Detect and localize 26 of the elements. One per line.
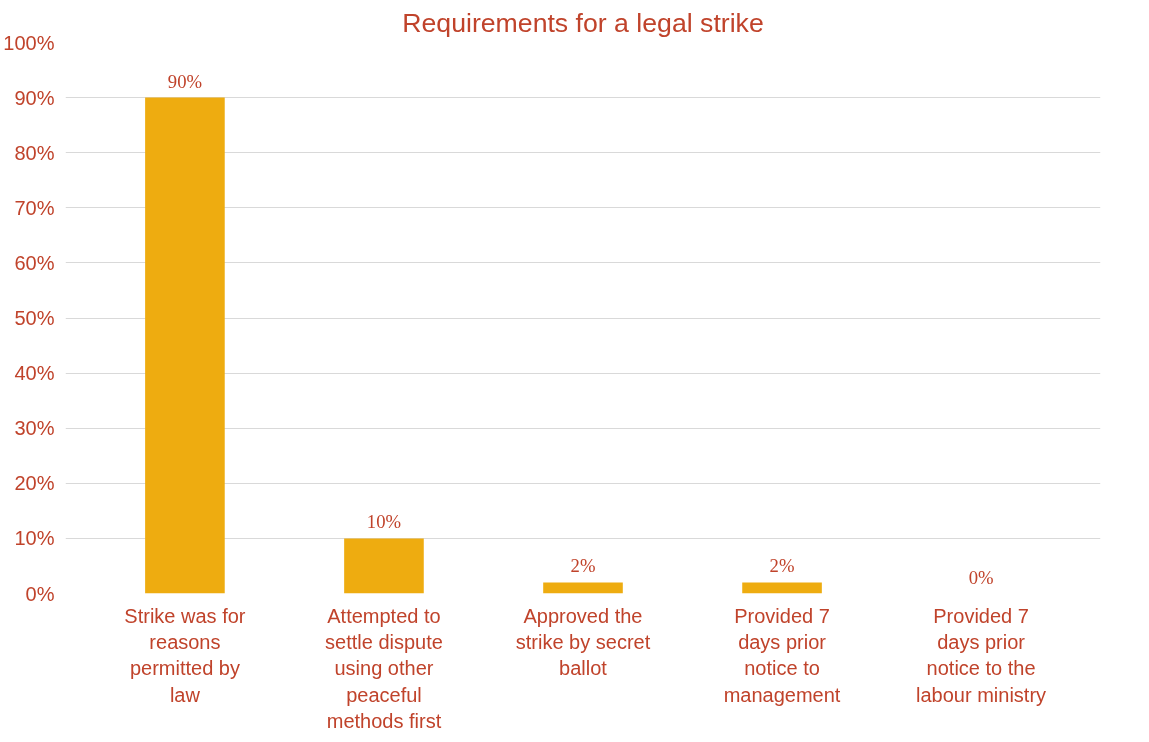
y-tick-label: 10% <box>14 527 55 550</box>
y-tick-label: 30% <box>14 417 55 440</box>
bar <box>543 582 623 594</box>
bar <box>145 97 225 594</box>
x-tick-label: Approved the strike by secret ballot <box>515 604 651 680</box>
x-tick-label: Attempted to settle dispute using other peaceful methods first <box>325 604 443 733</box>
y-tick-label: 90% <box>14 86 55 109</box>
data-label: 2% <box>570 555 596 577</box>
y-tick-label: 40% <box>14 362 55 385</box>
x-tick-label: Strike was for reasons permitted by law <box>124 604 246 706</box>
chart-title: Requirements for a legal strike <box>402 7 764 38</box>
x-tick-label: Provided 7 days prior notice to the labour ministry <box>916 604 1047 706</box>
bar <box>742 582 822 594</box>
y-tick-label: 50% <box>14 307 55 329</box>
data-label: 90% <box>167 70 203 92</box>
y-tick-label: 0% <box>25 582 55 605</box>
data-label: 10% <box>366 511 402 533</box>
data-label: 2% <box>769 555 795 577</box>
y-tick-label: 70% <box>14 196 55 219</box>
y-tick-label: 60% <box>14 251 55 274</box>
bar <box>344 538 424 594</box>
y-tick-label: 20% <box>14 472 55 495</box>
x-tick-label: Provided 7 days prior notice to management <box>723 604 841 706</box>
data-label: 0% <box>968 566 994 588</box>
y-tick-label: 80% <box>14 141 55 164</box>
y-tick-label: 100% <box>3 31 55 54</box>
